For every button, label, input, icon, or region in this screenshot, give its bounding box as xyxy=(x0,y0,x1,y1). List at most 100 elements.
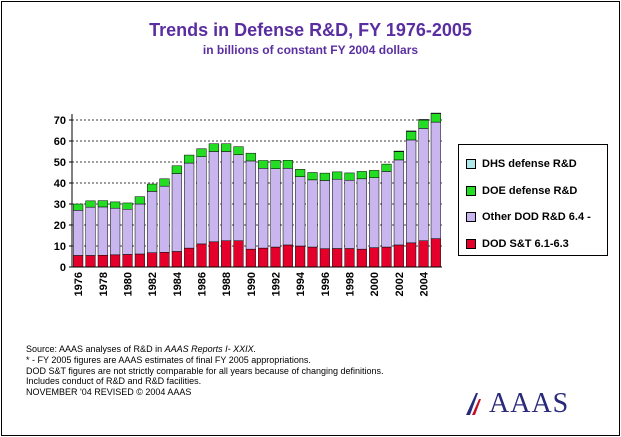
x-tick-label: 1982 xyxy=(147,272,159,296)
bar-segment xyxy=(295,176,306,247)
y-tick-label: 0 xyxy=(60,262,66,274)
bar-segment xyxy=(381,246,392,268)
bar-segment xyxy=(208,143,219,152)
x-tick-label: 2002 xyxy=(394,272,406,296)
bar-segment xyxy=(122,202,133,210)
bar-segment xyxy=(147,183,158,192)
bar-segment xyxy=(418,240,429,268)
bar-segment xyxy=(307,179,318,248)
bar-segment xyxy=(85,206,96,256)
bar-segment xyxy=(73,210,84,256)
bar-segment xyxy=(430,238,441,268)
bar-segment xyxy=(196,156,207,245)
bar-segment xyxy=(369,247,380,268)
legend-item: DOE defense R&D xyxy=(466,178,607,205)
bar-segment xyxy=(332,178,343,249)
bar-segment xyxy=(418,128,429,241)
legend-label: Other DOD R&D 6.4 - xyxy=(482,211,591,224)
bar-segment xyxy=(85,255,96,268)
bar-segment xyxy=(97,200,108,208)
bars xyxy=(73,112,441,268)
y-tick-label: 50 xyxy=(54,157,66,169)
bar-segment xyxy=(73,255,84,268)
bar-segment xyxy=(319,248,330,268)
bar-segment xyxy=(270,160,281,169)
x-tick-label: 1994 xyxy=(295,271,307,296)
bar-segment xyxy=(73,203,84,211)
legend: DHS defense R&D DOE defense R&D Other DOD … xyxy=(458,144,608,256)
bar-segment xyxy=(282,168,293,246)
bar-segment xyxy=(319,172,330,181)
y-tick-label: 70 xyxy=(54,115,66,127)
bar-segment xyxy=(406,242,417,268)
chart-subtitle: in billions of constant FY 2004 dollars xyxy=(202,43,419,57)
y-tick-labels: 0 10 20 30 40 50 60 70 xyxy=(54,115,72,274)
bar-segment xyxy=(122,254,133,268)
bar-segment xyxy=(147,252,158,268)
bar-segment xyxy=(171,251,182,268)
aaas-logo-mark-icon xyxy=(466,393,481,415)
bar-segment xyxy=(147,191,158,253)
bar-segment xyxy=(110,207,121,256)
bar-segment xyxy=(369,177,380,248)
bar-segment xyxy=(159,185,170,253)
bar-segment xyxy=(221,151,232,241)
legend-item: DHS defense R&D xyxy=(466,151,607,178)
source-line: Source: AAAS analyses of R&D in AAAS Rep… xyxy=(26,344,386,355)
chart-title: Trends in Defense R&D, FY 1976-2005 xyxy=(149,20,472,40)
bar-segment xyxy=(406,131,417,141)
bar-segment xyxy=(85,200,96,208)
bar-segment xyxy=(97,206,108,256)
bar-segment xyxy=(344,172,355,181)
bar-segment xyxy=(171,173,182,252)
bar-segment xyxy=(258,247,269,268)
source-notes: Source: AAAS analyses of R&D in AAAS Rep… xyxy=(26,344,386,398)
bar-segment xyxy=(406,139,417,244)
bar-segment xyxy=(418,119,429,121)
bar-segment xyxy=(122,209,133,255)
bar-segment xyxy=(221,143,232,152)
grid-lines xyxy=(72,119,442,247)
bar-segment xyxy=(159,178,170,187)
bar-segment xyxy=(295,169,306,177)
bar-segment xyxy=(110,201,121,209)
bar-segment xyxy=(282,160,293,169)
comparability-note: DOD S&T figures are not strictly compara… xyxy=(26,365,384,387)
bar-segment xyxy=(393,244,404,268)
bar-segment xyxy=(245,160,256,250)
x-tick-label: 1976 xyxy=(73,272,85,296)
y-tick-label: 10 xyxy=(54,241,66,253)
legend-label: DHS defense R&D xyxy=(482,158,577,171)
bar-segment xyxy=(184,247,195,268)
y-tick-label: 30 xyxy=(54,199,66,211)
bar-segment xyxy=(369,170,380,178)
bar-segment xyxy=(134,253,145,268)
bar-segment xyxy=(233,146,244,155)
bar-segment xyxy=(307,172,318,181)
x-tick-label: 1984 xyxy=(172,271,184,296)
axes xyxy=(71,114,442,268)
bar-segment xyxy=(344,248,355,268)
x-tick-label: 1988 xyxy=(221,272,233,296)
bar-segment xyxy=(159,252,170,268)
bar-segment xyxy=(393,151,404,161)
x-tick-label: 1980 xyxy=(123,272,135,296)
fy2005-note: * - FY 2005 figures are AAAS estimates o… xyxy=(26,354,311,365)
bar-segment xyxy=(356,171,367,180)
bar-segment xyxy=(134,203,145,255)
legend-item: DOD S&T 6.1-6.3 xyxy=(466,231,607,258)
x-tick-label: 2004 xyxy=(419,271,431,296)
bar-segment xyxy=(319,180,330,249)
bar-segment xyxy=(258,160,269,169)
bar-segment xyxy=(184,154,195,164)
revised-note: NOVEMBER '04 REVISED © 2004 AAAS xyxy=(26,387,192,398)
bar-segment xyxy=(430,112,441,114)
legend-swatch xyxy=(466,212,476,223)
bar-segment xyxy=(208,241,219,268)
x-tick-label: 2000 xyxy=(369,272,381,296)
bar-segment xyxy=(332,171,343,180)
bar-segment xyxy=(171,165,182,174)
bar-segment xyxy=(381,163,392,172)
bar-segment xyxy=(270,168,281,248)
